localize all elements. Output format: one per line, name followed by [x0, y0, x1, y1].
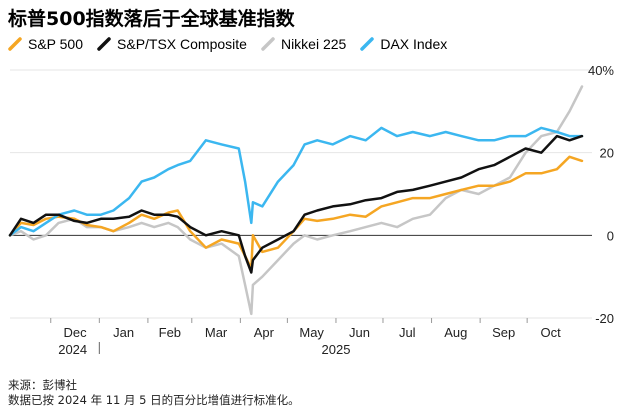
- y-tick-label: -20: [595, 311, 614, 326]
- y-tick-label: 20: [600, 146, 614, 161]
- normalization-note: 数据已按 2024 年 11 月 5 日的百分比增值进行标准化。: [8, 393, 300, 407]
- legend-swatch-tsx: [97, 37, 111, 51]
- legend-label-dax: DAX Index: [380, 36, 448, 52]
- x-tick-label: Jul: [399, 325, 416, 340]
- x-tick-label: Sep: [492, 325, 515, 340]
- y-tick-label: 0: [607, 228, 614, 243]
- legend-label-sp500: S&P 500: [28, 36, 84, 52]
- x-tick-label: Oct: [541, 325, 562, 340]
- chart-legend: S&P 500 S&P/TSX Composite Nikkei 225 DAX…: [8, 36, 447, 52]
- series-line-nikkei-225: [8, 85, 584, 316]
- x-tick-label: Jan: [113, 325, 134, 340]
- x-tick-label: Apr: [254, 325, 275, 340]
- x-tick-label: Dec: [63, 325, 87, 340]
- legend-item-dax: DAX Index: [360, 36, 447, 52]
- chart-footer: 来源：彭博社 数据已按 2024 年 11 月 5 日的百分比增值进行标准化。: [8, 378, 300, 408]
- source-note: 来源：彭博社: [8, 378, 77, 392]
- year-label: 2025: [322, 342, 351, 357]
- legend-swatch-sp500: [8, 37, 22, 51]
- legend-label-nikkei: Nikkei 225: [280, 36, 347, 52]
- x-tick-label: May: [299, 325, 324, 340]
- series-line-s-p-tsx-composite: [8, 134, 584, 274]
- series-line-dax-index: [8, 126, 584, 237]
- year-label: 2024: [58, 342, 87, 357]
- x-tick-label: Feb: [159, 325, 181, 340]
- legend-label-tsx: S&P/TSX Composite: [117, 36, 247, 52]
- line-chart: 40% 20 0 -20 Dec Jan Feb Mar Apr May Jun Jul Aug Sep O…: [8, 63, 614, 357]
- y-tick-label: 40%: [588, 63, 614, 78]
- series-line-s-p-500: [8, 155, 584, 270]
- legend-item-tsx: S&P/TSX Composite: [97, 36, 247, 52]
- x-tick-label: Mar: [205, 325, 228, 340]
- x-tick-label: Aug: [444, 325, 467, 340]
- legend-swatch-nikkei: [261, 37, 275, 51]
- legend-swatch-dax: [360, 37, 375, 51]
- x-tick-label: Jun: [349, 325, 370, 340]
- chart-title: 标普500指数落后于全球基准指数: [8, 8, 295, 30]
- legend-item-sp500: S&P 500: [8, 36, 83, 52]
- legend-item-nikkei: Nikkei 225: [261, 36, 346, 52]
